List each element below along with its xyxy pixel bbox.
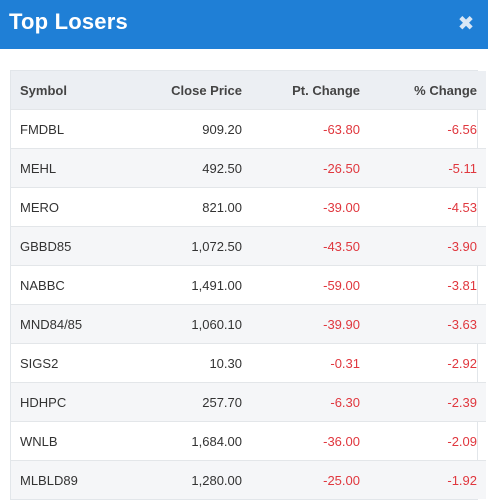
close-price-cell: 1,280.00 <box>191 472 242 488</box>
close-price-cell: 10.30 <box>209 355 242 371</box>
close-price-cell: 909.20 <box>202 121 242 137</box>
pct-change-cell: -5.11 <box>448 160 477 176</box>
column-header-symbol[interactable]: Symbol <box>20 82 67 98</box>
symbol-cell: GBBD85 <box>20 238 72 254</box>
symbol-cell: WNLB <box>20 433 58 449</box>
symbol-cell: MND84/85 <box>20 316 83 332</box>
table-row[interactable]: FMDBL 909.20 -63.80 -6.56 <box>11 109 486 149</box>
pct-change-cell: -3.81 <box>447 277 477 293</box>
pct-change-cell: -3.90 <box>447 238 477 254</box>
pt-change-cell: -43.50 <box>323 238 360 254</box>
symbol-cell: MLBLD89 <box>20 472 78 488</box>
table-row[interactable]: MEHL 492.50 -26.50 -5.11 <box>11 148 486 188</box>
table-row[interactable]: MERO 821.00 -39.00 -4.53 <box>11 187 486 227</box>
pt-change-cell: -63.80 <box>323 121 360 137</box>
pt-change-cell: -36.00 <box>323 433 360 449</box>
pct-change-cell: -6.56 <box>447 121 477 137</box>
table-row[interactable]: MND84/85 1,060.10 -39.90 -3.63 <box>11 304 486 344</box>
close-price-cell: 1,072.50 <box>191 238 242 254</box>
losers-table-container: Symbol Close Price Pt. Change % Change F… <box>10 70 486 500</box>
pt-change-cell: -26.50 <box>323 160 360 176</box>
close-price-cell: 257.70 <box>202 394 242 410</box>
table-row[interactable]: WNLB 1,684.00 -36.00 -2.09 <box>11 421 486 461</box>
pct-change-cell: -1.92 <box>447 472 477 488</box>
close-price-cell: 492.50 <box>202 160 242 176</box>
close-icon[interactable]: ✖ <box>457 13 475 35</box>
close-price-cell: 821.00 <box>202 199 242 215</box>
pct-change-cell: -2.39 <box>447 394 477 410</box>
column-header-close-price[interactable]: Close Price <box>171 82 242 98</box>
pt-change-cell: -0.31 <box>330 355 360 371</box>
modal-header: Top Losers ✖ <box>0 0 488 49</box>
close-price-cell: 1,684.00 <box>191 433 242 449</box>
symbol-cell: SIGS2 <box>20 355 59 371</box>
close-price-cell: 1,491.00 <box>191 277 242 293</box>
table-row[interactable]: GBBD85 1,072.50 -43.50 -3.90 <box>11 226 486 266</box>
pt-change-cell: -59.00 <box>323 277 360 293</box>
pt-change-cell: -39.00 <box>323 199 360 215</box>
symbol-cell: FMDBL <box>20 121 65 137</box>
pct-change-cell: -2.09 <box>447 433 477 449</box>
symbol-cell: MERO <box>20 199 59 215</box>
modal-title: Top Losers <box>9 9 128 34</box>
pt-change-cell: -39.90 <box>323 316 360 332</box>
symbol-cell: MEHL <box>20 160 57 176</box>
pt-change-cell: -25.00 <box>323 472 360 488</box>
symbol-cell: NABBC <box>20 277 65 293</box>
column-header-pct-change[interactable]: % Change <box>414 82 477 98</box>
table-header-row: Symbol Close Price Pt. Change % Change <box>11 71 486 110</box>
pct-change-cell: -4.53 <box>447 199 477 215</box>
table-row[interactable]: HDHPC 257.70 -6.30 -2.39 <box>11 382 486 422</box>
symbol-cell: HDHPC <box>20 394 67 410</box>
close-price-cell: 1,060.10 <box>191 316 242 332</box>
losers-table: Symbol Close Price Pt. Change % Change F… <box>11 71 486 499</box>
table-row[interactable]: NABBC 1,491.00 -59.00 -3.81 <box>11 265 486 305</box>
pct-change-cell: -3.63 <box>447 316 477 332</box>
pct-change-cell: -2.92 <box>447 355 477 371</box>
pt-change-cell: -6.30 <box>330 394 360 410</box>
table-row[interactable]: MLBLD89 1,280.00 -25.00 -1.92 <box>11 460 486 499</box>
column-header-pt-change[interactable]: Pt. Change <box>292 82 360 98</box>
table-row[interactable]: SIGS2 10.30 -0.31 -2.92 <box>11 343 486 383</box>
